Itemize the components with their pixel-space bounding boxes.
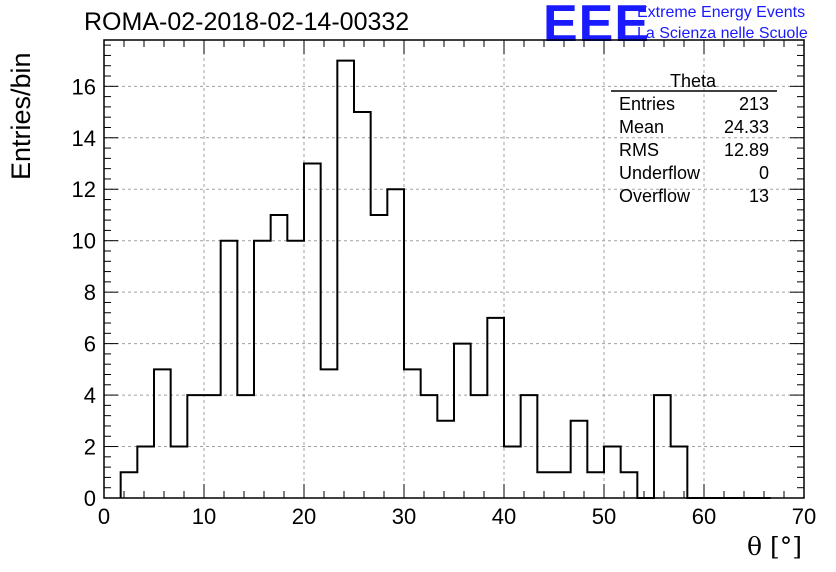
logo-caption-line1: Extreme Energy Events (637, 4, 806, 21)
stats-row-value: 0 (759, 163, 769, 183)
stats-box: Theta Entries 213 Mean 24.33 RMS 12.89 Underfl… (611, 71, 777, 206)
y-tick-label: 0 (84, 486, 96, 511)
y-tick-label: 16 (72, 74, 96, 99)
stats-row-label: Overflow (619, 186, 691, 206)
x-tick-label: 20 (292, 504, 316, 529)
stats-row-value: 24.33 (724, 117, 769, 137)
stats-row-label: RMS (619, 140, 659, 160)
y-tick-label: 10 (72, 229, 96, 254)
axis-ticks: 0 10 20 30 40 50 60 70 0 2 4 6 8 10 12 14 16 (72, 40, 816, 529)
stats-row-value: 12.89 (724, 140, 769, 160)
chart-title: ROMA-02-2018-02-14-00332 (84, 8, 410, 36)
stats-box-title: Theta (670, 71, 717, 91)
histogram-series (119, 59, 771, 499)
eee-logo: EEE (543, 0, 651, 53)
stats-row-label: Underflow (619, 163, 701, 183)
x-tick-label: 30 (392, 504, 416, 529)
histogram-step-line (119, 59, 771, 499)
stats-row-value: 13 (749, 186, 769, 206)
x-tick-label: 0 (98, 504, 110, 529)
x-tick-label: 50 (592, 504, 616, 529)
y-tick-label: 8 (84, 280, 96, 305)
x-tick-label: 70 (792, 504, 816, 529)
grid (104, 40, 804, 498)
y-tick-label: 6 (84, 332, 96, 357)
y-tick-label: 4 (84, 383, 96, 408)
logo-caption-line2: La Scienza nelle Scuole (637, 25, 808, 42)
stats-row-label: Mean (619, 117, 664, 137)
y-tick-label: 12 (72, 177, 96, 202)
y-tick-label: 2 (84, 435, 96, 460)
x-tick-label: 10 (192, 504, 216, 529)
stats-row-label: Entries (619, 94, 675, 114)
y-tick-label: 14 (72, 126, 96, 151)
plot-frame (103, 39, 805, 499)
x-tick-label: 40 (492, 504, 516, 529)
stats-row-value: 213 (739, 94, 769, 114)
x-tick-label: 60 (692, 504, 716, 529)
x-axis-label: θ [°] (746, 532, 802, 561)
